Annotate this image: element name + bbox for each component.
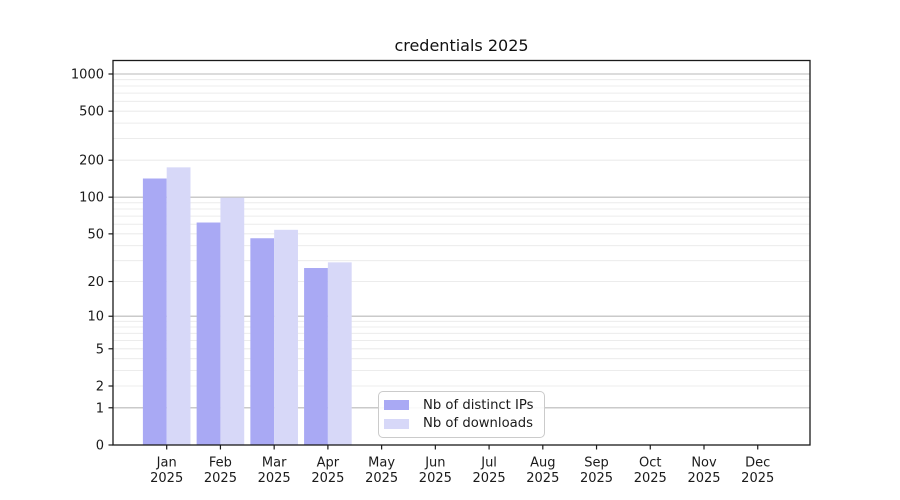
x-tick-label-month: Jun <box>424 456 445 471</box>
x-tick-label-year: 2025 <box>258 471 291 486</box>
x-tick-label-month: Oct <box>639 456 661 471</box>
y-tick-label: 20 <box>87 275 104 290</box>
y-tick-label: 100 <box>79 191 104 206</box>
legend-swatch-distinct-ips <box>384 400 409 411</box>
legend-label-downloads: Nb of downloads <box>423 416 533 432</box>
y-tick-label: 10 <box>87 310 104 325</box>
y-tick-label: 0 <box>96 439 104 454</box>
bar-downloads-apr <box>327 262 352 445</box>
x-tick-label-month: May <box>368 456 395 471</box>
bar-downloads-feb <box>220 197 245 445</box>
y-tick-label: 1 <box>96 401 104 416</box>
y-tick-label: 2 <box>96 380 104 395</box>
y-tick-label: 1000 <box>71 67 104 82</box>
x-tick-label-year: 2025 <box>365 471 398 486</box>
x-tick-label-month: Aug <box>530 456 555 471</box>
bar-distinct-ips-jan <box>142 178 167 445</box>
x-tick-label-year: 2025 <box>204 471 237 486</box>
y-tick-label: 5 <box>96 342 104 357</box>
x-tick-label-month: Dec <box>745 456 770 471</box>
x-tick-label-month: Apr <box>317 456 340 471</box>
x-tick-label-year: 2025 <box>741 471 774 486</box>
legend-item-distinct-ips: Nb of distinct IPs <box>384 396 538 415</box>
chart-title: credentials 2025 <box>394 36 529 55</box>
bar-downloads-mar <box>274 229 298 445</box>
y-tick-label: 50 <box>87 227 104 242</box>
x-tick-label-month: Jan <box>156 456 177 471</box>
bar-distinct-ips-feb <box>196 222 221 445</box>
y-tick-label: 500 <box>79 105 104 120</box>
bar-distinct-ips-apr <box>304 268 328 445</box>
x-tick-label-month: Nov <box>691 456 717 471</box>
y-tick-label: 200 <box>79 154 104 169</box>
legend-item-downloads: Nb of downloads <box>384 415 538 434</box>
x-tick-label-year: 2025 <box>526 471 559 486</box>
x-tick-label-year: 2025 <box>634 471 667 486</box>
x-tick-label-year: 2025 <box>419 471 452 486</box>
legend: Nb of distinct IPs Nb of downloads <box>378 391 545 438</box>
x-tick-label-year: 2025 <box>150 471 183 486</box>
x-tick-label-month: Mar <box>262 456 287 471</box>
x-tick-label-month: Sep <box>584 456 609 471</box>
x-tick-label-year: 2025 <box>311 471 344 486</box>
x-tick-label-month: Jul <box>480 456 497 471</box>
plot-border <box>112 59 811 446</box>
legend-swatch-downloads <box>384 418 409 429</box>
x-tick-label-year: 2025 <box>580 471 613 486</box>
bar-downloads-jan <box>166 167 191 445</box>
x-tick-label-year: 2025 <box>687 471 720 486</box>
x-tick-label-month: Feb <box>209 456 232 471</box>
x-tick-label-year: 2025 <box>473 471 506 486</box>
bar-distinct-ips-mar <box>250 238 275 445</box>
legend-label-distinct-ips: Nb of distinct IPs <box>423 397 534 413</box>
